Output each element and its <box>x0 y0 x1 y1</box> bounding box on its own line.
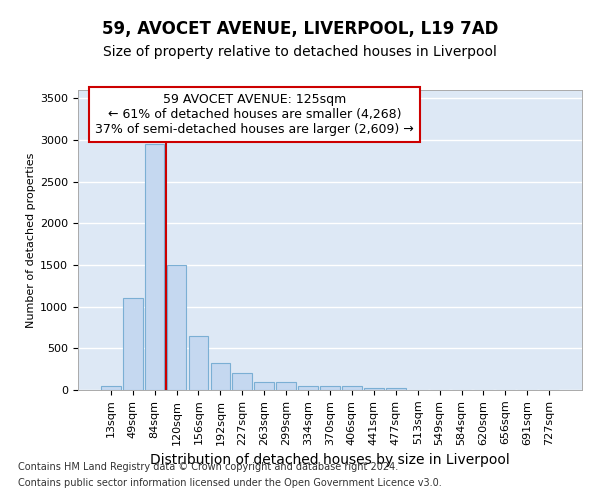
Bar <box>298 386 318 390</box>
Text: Contains HM Land Registry data © Crown copyright and database right 2024.: Contains HM Land Registry data © Crown c… <box>18 462 398 472</box>
Bar <box>342 386 362 390</box>
Bar <box>145 144 164 390</box>
Bar <box>101 386 121 390</box>
Bar <box>188 336 208 390</box>
Text: 59 AVOCET AVENUE: 125sqm
← 61% of detached houses are smaller (4,268)
37% of sem: 59 AVOCET AVENUE: 125sqm ← 61% of detach… <box>95 93 414 136</box>
Text: Size of property relative to detached houses in Liverpool: Size of property relative to detached ho… <box>103 45 497 59</box>
Text: 59, AVOCET AVENUE, LIVERPOOL, L19 7AD: 59, AVOCET AVENUE, LIVERPOOL, L19 7AD <box>102 20 498 38</box>
Bar <box>211 362 230 390</box>
Bar <box>276 382 296 390</box>
Bar <box>364 388 384 390</box>
Bar <box>123 298 143 390</box>
Bar <box>386 388 406 390</box>
Text: Contains public sector information licensed under the Open Government Licence v3: Contains public sector information licen… <box>18 478 442 488</box>
X-axis label: Distribution of detached houses by size in Liverpool: Distribution of detached houses by size … <box>150 453 510 467</box>
Bar <box>320 386 340 390</box>
Bar <box>232 374 252 390</box>
Bar <box>167 265 187 390</box>
Y-axis label: Number of detached properties: Number of detached properties <box>26 152 36 328</box>
Bar <box>254 382 274 390</box>
